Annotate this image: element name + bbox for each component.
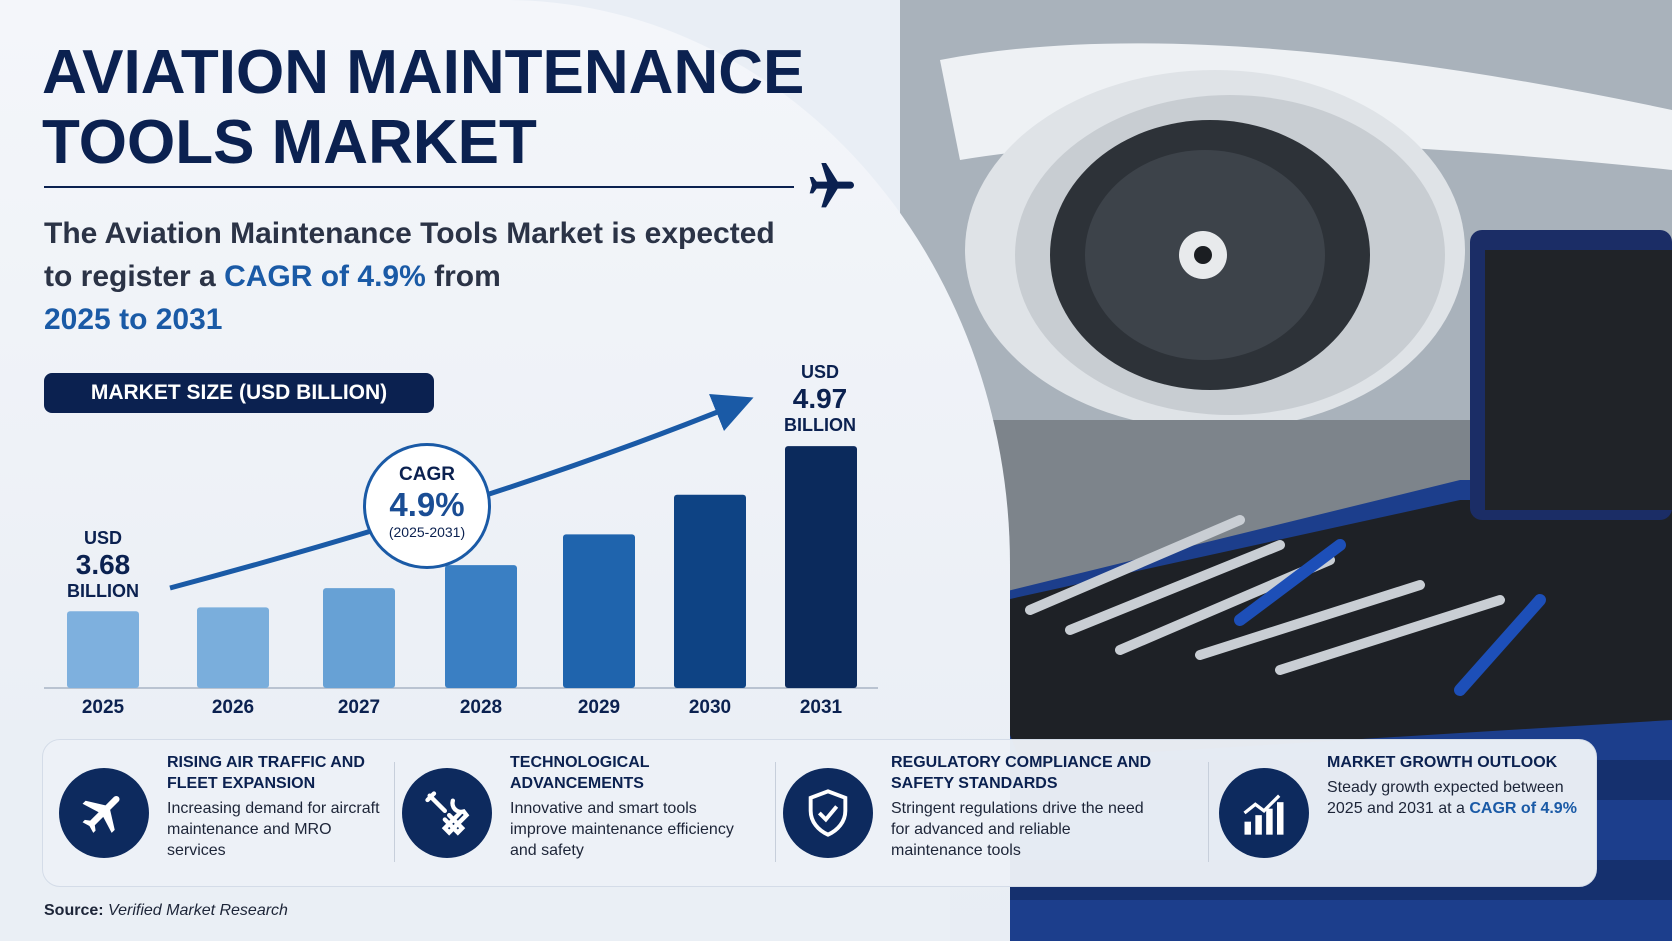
- airplane-icon: [59, 768, 149, 858]
- x-tick-label: 2027: [337, 697, 381, 718]
- x-tick-label: 2031: [799, 697, 843, 718]
- end-value-label: USD 4.97 BILLION: [784, 362, 856, 435]
- bar-2027: [323, 588, 395, 688]
- bar-2025: [67, 611, 139, 688]
- growth-chart-icon: [1219, 768, 1309, 858]
- bar-2026: [197, 607, 269, 688]
- x-tick-label: 2030: [688, 697, 732, 718]
- bar-2030: [674, 494, 746, 688]
- x-tick-label: 2029: [577, 697, 621, 718]
- source-note: Source: Verified Market Research: [44, 902, 288, 919]
- start-value-label: USD 3.68 BILLION: [67, 528, 139, 601]
- title-divider: [44, 186, 794, 188]
- subtitle: The Aviation Maintenance Tools Market is…: [44, 217, 775, 336]
- cagr-bubble: CAGR 4.9% (2025-2031): [363, 443, 491, 569]
- market-size-badge: MARKET SIZE (USD BILLION): [44, 373, 434, 413]
- bar-2029: [563, 534, 635, 688]
- bar-2028: [445, 565, 517, 688]
- x-tick-label: 2026: [211, 697, 255, 718]
- airplane-icon: [809, 163, 854, 208]
- x-tick-label: 2028: [459, 697, 503, 718]
- tools-icon: [402, 768, 492, 858]
- bar-chart: [44, 393, 878, 689]
- x-tick-label: 2025: [81, 697, 125, 718]
- drivers-panel: RISING AIR TRAFFIC AND FLEET EXPANSION I…: [42, 739, 1597, 887]
- bar-2031: [785, 446, 857, 688]
- page-title: AVIATION MAINTENANCE TOOLS MARKET: [42, 38, 805, 177]
- shield-check-icon: [783, 768, 873, 858]
